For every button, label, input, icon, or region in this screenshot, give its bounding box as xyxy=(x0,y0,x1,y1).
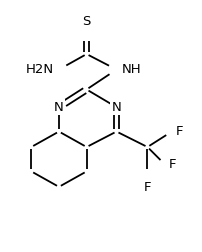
Text: F: F xyxy=(176,125,183,138)
Text: N: N xyxy=(112,101,121,114)
Text: H2N: H2N xyxy=(26,63,54,76)
Text: F: F xyxy=(144,181,151,194)
Text: NH: NH xyxy=(121,63,141,76)
Text: S: S xyxy=(82,15,91,28)
Text: F: F xyxy=(169,158,177,171)
Text: N: N xyxy=(54,101,64,114)
